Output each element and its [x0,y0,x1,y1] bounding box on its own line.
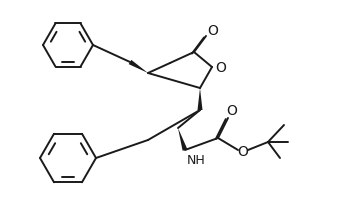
Text: NH: NH [187,153,206,166]
Polygon shape [129,60,148,73]
Text: O: O [207,24,218,38]
Text: O: O [227,104,237,118]
Polygon shape [178,128,187,151]
Text: O: O [238,145,248,159]
Text: O: O [216,61,226,75]
Polygon shape [197,88,203,110]
